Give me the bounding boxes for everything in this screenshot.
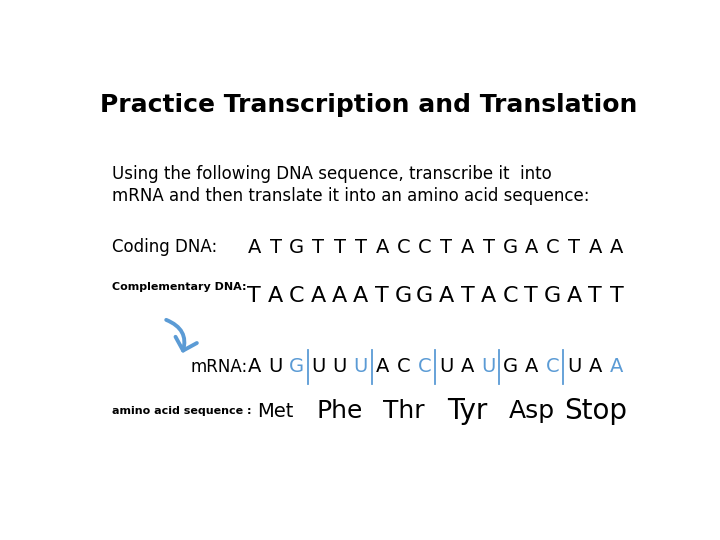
Text: Thr: Thr bbox=[382, 399, 424, 423]
Text: A: A bbox=[248, 238, 261, 257]
Text: C: C bbox=[397, 238, 410, 257]
Text: Asp: Asp bbox=[508, 399, 554, 423]
Text: A: A bbox=[376, 357, 389, 376]
Text: U: U bbox=[269, 357, 283, 376]
Text: A: A bbox=[354, 286, 369, 306]
Text: U: U bbox=[567, 357, 581, 376]
Text: U: U bbox=[333, 357, 347, 376]
Text: Phe: Phe bbox=[316, 399, 363, 423]
FancyArrowPatch shape bbox=[166, 320, 197, 350]
Text: T: T bbox=[461, 286, 474, 306]
Text: T: T bbox=[568, 238, 580, 257]
Text: mRNA and then translate it into an amino acid sequence:: mRNA and then translate it into an amino… bbox=[112, 187, 589, 205]
Text: T: T bbox=[610, 286, 624, 306]
Text: Using the following DNA sequence, transcribe it  into: Using the following DNA sequence, transc… bbox=[112, 165, 552, 183]
Text: A: A bbox=[376, 238, 389, 257]
Text: A: A bbox=[438, 286, 454, 306]
Text: A: A bbox=[481, 286, 496, 306]
Text: G: G bbox=[289, 357, 305, 376]
Text: A: A bbox=[589, 238, 602, 257]
Text: G: G bbox=[503, 357, 518, 376]
Text: Coding DNA:: Coding DNA: bbox=[112, 238, 217, 256]
Text: mRNA:: mRNA: bbox=[191, 357, 248, 376]
Text: C: C bbox=[289, 286, 305, 306]
Text: Tyr: Tyr bbox=[447, 397, 487, 426]
Text: A: A bbox=[525, 238, 538, 257]
Text: T: T bbox=[482, 238, 495, 257]
Text: Met: Met bbox=[258, 402, 294, 421]
Text: A: A bbox=[248, 357, 261, 376]
Text: U: U bbox=[482, 357, 496, 376]
Text: A: A bbox=[610, 357, 624, 376]
Text: T: T bbox=[588, 286, 602, 306]
Text: G: G bbox=[395, 286, 412, 306]
Text: T: T bbox=[375, 286, 389, 306]
Text: T: T bbox=[333, 238, 346, 257]
Text: A: A bbox=[610, 238, 624, 257]
Text: Complementary DNA:: Complementary DNA: bbox=[112, 281, 246, 292]
Text: amino acid sequence :: amino acid sequence : bbox=[112, 406, 251, 416]
Text: C: C bbox=[546, 357, 559, 376]
Text: A: A bbox=[461, 357, 474, 376]
Text: T: T bbox=[524, 286, 539, 306]
Text: C: C bbox=[418, 238, 431, 257]
Text: A: A bbox=[567, 286, 582, 306]
Text: G: G bbox=[289, 238, 305, 257]
Text: G: G bbox=[416, 286, 433, 306]
Text: C: C bbox=[503, 286, 518, 306]
Text: Practice Transcription and Translation: Practice Transcription and Translation bbox=[100, 93, 638, 117]
Text: T: T bbox=[248, 286, 261, 306]
Text: C: C bbox=[397, 357, 410, 376]
Text: A: A bbox=[268, 286, 283, 306]
Text: C: C bbox=[546, 238, 559, 257]
Text: T: T bbox=[440, 238, 452, 257]
Text: A: A bbox=[525, 357, 538, 376]
Text: G: G bbox=[503, 238, 518, 257]
Text: U: U bbox=[311, 357, 325, 376]
Text: A: A bbox=[332, 286, 347, 306]
Text: U: U bbox=[354, 357, 368, 376]
Text: T: T bbox=[269, 238, 282, 257]
Text: G: G bbox=[544, 286, 562, 306]
Text: A: A bbox=[310, 286, 326, 306]
Text: T: T bbox=[355, 238, 367, 257]
Text: U: U bbox=[439, 357, 454, 376]
Text: A: A bbox=[589, 357, 602, 376]
Text: T: T bbox=[312, 238, 324, 257]
Text: A: A bbox=[461, 238, 474, 257]
Text: Stop: Stop bbox=[564, 397, 627, 426]
Text: C: C bbox=[418, 357, 431, 376]
